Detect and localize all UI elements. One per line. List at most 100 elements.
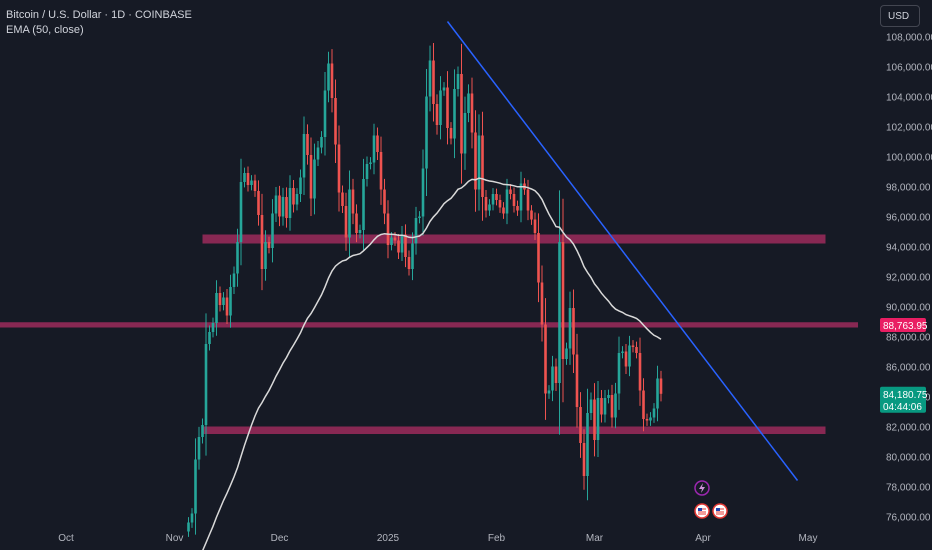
us-flag-icon[interactable] bbox=[712, 503, 728, 519]
candle-body bbox=[642, 390, 645, 419]
candle-body bbox=[621, 351, 624, 353]
candle-body bbox=[428, 60, 432, 97]
candle-body bbox=[306, 134, 309, 155]
candle-body bbox=[393, 237, 397, 241]
price-tick-label: 76,000.00 bbox=[886, 513, 931, 524]
candle-body bbox=[323, 90, 327, 137]
candle-body bbox=[295, 194, 299, 205]
price-tick-label: 92,000.00 bbox=[886, 273, 931, 284]
candle-body bbox=[649, 417, 652, 421]
candle-body bbox=[316, 147, 320, 160]
candle-body bbox=[453, 89, 456, 139]
candle-body bbox=[635, 347, 638, 353]
time-tick-label: Oct bbox=[58, 533, 74, 544]
candle-body bbox=[285, 197, 288, 218]
ema-indicator-label[interactable]: EMA (50, close) bbox=[6, 24, 84, 36]
candle-body bbox=[491, 194, 495, 205]
price-label-value: 84,180.75 bbox=[883, 390, 928, 401]
trendline bbox=[446, 21, 799, 481]
candle-body bbox=[607, 395, 610, 398]
candle-body bbox=[390, 237, 393, 245]
candle-body bbox=[218, 293, 222, 305]
candle-body bbox=[309, 155, 313, 199]
candle-body bbox=[589, 399, 593, 413]
event-markers bbox=[694, 480, 728, 519]
candle-body bbox=[547, 390, 551, 394]
candle-body bbox=[411, 243, 414, 269]
candle-body bbox=[565, 348, 568, 359]
currency-button[interactable]: USD bbox=[880, 5, 920, 27]
candle-body bbox=[208, 332, 211, 344]
candle-body bbox=[239, 182, 243, 242]
candle-body bbox=[348, 189, 351, 238]
candle-body bbox=[299, 177, 302, 194]
candle-body bbox=[477, 135, 481, 190]
candle-body bbox=[645, 419, 649, 421]
price-label-box bbox=[880, 318, 926, 333]
candle-body bbox=[460, 74, 463, 154]
candle-body bbox=[533, 219, 537, 233]
candle-body bbox=[222, 297, 225, 305]
candle-body bbox=[579, 407, 582, 443]
time-tick-label: May bbox=[799, 533, 818, 544]
candle-body bbox=[484, 197, 488, 211]
symbol-title[interactable]: Bitcoin / U.S. Dollar · 1D · COINBASE bbox=[6, 9, 192, 21]
price-axis: 76,000.0078,000.0080,000.0082,000.0084,0… bbox=[886, 33, 932, 524]
price-tick-label: 102,000.00 bbox=[886, 123, 932, 134]
candle-body bbox=[568, 308, 572, 349]
candle-body bbox=[449, 128, 453, 139]
candle-body bbox=[488, 204, 491, 211]
price-tick-label: 98,000.00 bbox=[886, 183, 931, 194]
us-flag-icon[interactable] bbox=[694, 503, 710, 519]
candle-body bbox=[337, 144, 341, 193]
candle-body bbox=[274, 195, 278, 214]
candle-body bbox=[267, 242, 271, 248]
candle-body bbox=[414, 218, 418, 244]
candle-body bbox=[372, 135, 376, 163]
price-tick-label: 96,000.00 bbox=[886, 213, 931, 224]
candle-body bbox=[470, 93, 474, 133]
candle-body bbox=[271, 213, 274, 248]
time-tick-label: Dec bbox=[271, 533, 289, 544]
price-tick-label: 80,000.00 bbox=[886, 453, 931, 464]
candle-body bbox=[383, 189, 386, 214]
candle-body bbox=[582, 443, 586, 476]
candle-body bbox=[330, 63, 334, 98]
candle-body bbox=[659, 378, 663, 394]
candle-body bbox=[495, 194, 498, 200]
lightning-icon[interactable] bbox=[694, 480, 710, 496]
candle-body bbox=[260, 215, 264, 269]
candle-body bbox=[197, 437, 201, 460]
candle-body bbox=[442, 87, 446, 91]
candle-body bbox=[215, 293, 218, 323]
candle-body bbox=[232, 273, 236, 287]
candle-body bbox=[246, 173, 250, 185]
candle-body bbox=[351, 189, 355, 214]
candle-body bbox=[407, 257, 411, 269]
candle-body bbox=[386, 213, 390, 245]
candle-body bbox=[544, 324, 547, 394]
price-label-box bbox=[880, 386, 926, 413]
candle-body bbox=[327, 63, 330, 91]
time-tick-label: Apr bbox=[695, 533, 711, 544]
candle-body bbox=[481, 135, 484, 197]
candle-body bbox=[537, 233, 540, 283]
time-tick-label: Feb bbox=[488, 533, 506, 544]
price-tick-label: 88,000.00 bbox=[886, 333, 931, 344]
candle-body bbox=[467, 93, 470, 113]
candle-body bbox=[519, 183, 523, 211]
candle-body bbox=[418, 216, 421, 218]
candle-body bbox=[397, 240, 400, 253]
price-tick-label: 100,000.00 bbox=[886, 153, 932, 164]
candle-body bbox=[344, 206, 348, 238]
candle-body bbox=[190, 513, 194, 523]
candle-body bbox=[509, 189, 512, 194]
candle-body bbox=[334, 98, 337, 145]
candle-body bbox=[225, 297, 229, 316]
candle-body bbox=[204, 344, 208, 425]
time-tick-label: 2025 bbox=[377, 533, 400, 544]
candle-body bbox=[250, 180, 253, 185]
candle-body bbox=[425, 96, 428, 169]
ema-line bbox=[202, 177, 662, 550]
